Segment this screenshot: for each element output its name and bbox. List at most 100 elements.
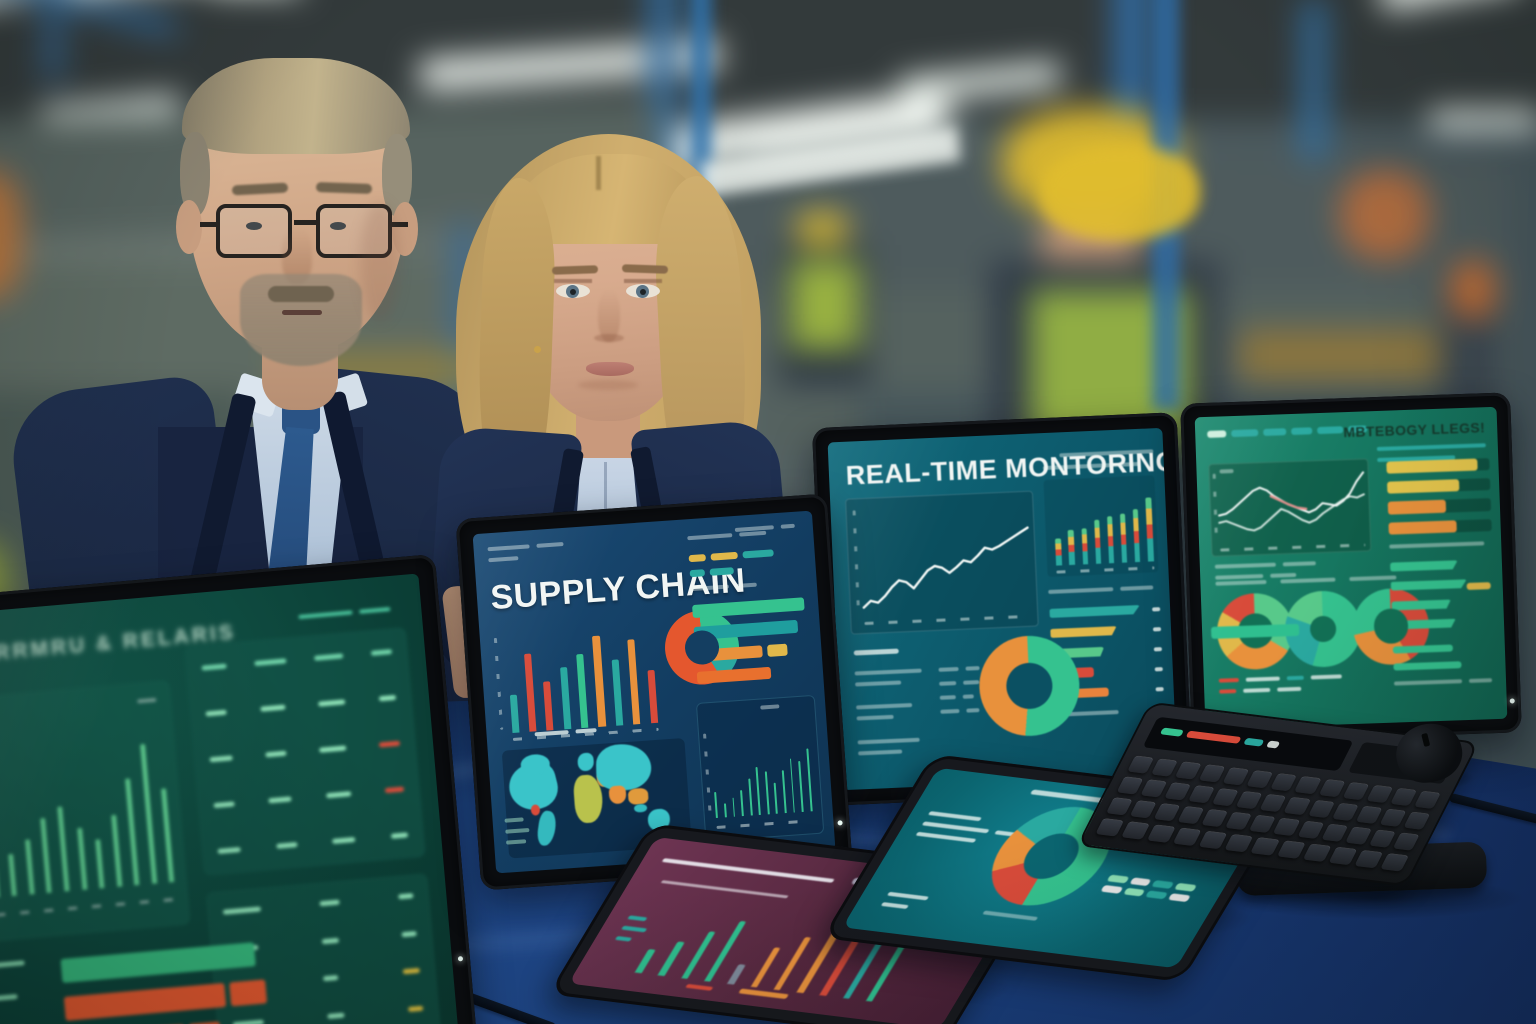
- key: [1105, 797, 1133, 816]
- blob: [325, 791, 352, 799]
- chip: [1207, 430, 1227, 438]
- key: [1354, 849, 1384, 869]
- bar: [161, 787, 175, 883]
- blob: [939, 708, 960, 714]
- bar: [805, 748, 813, 812]
- key: [1389, 787, 1418, 807]
- blob: [359, 607, 391, 615]
- bar: [543, 681, 554, 731]
- blob: [739, 530, 767, 537]
- mouse-scroll-wheel: [1421, 733, 1431, 748]
- hbar: [1388, 519, 1457, 535]
- blob: [857, 737, 921, 745]
- blob: [297, 610, 353, 620]
- key: [1201, 808, 1229, 828]
- bar: [110, 815, 123, 887]
- blob: [1286, 675, 1304, 681]
- hrow: [1388, 518, 1492, 535]
- right-donut-chart-1: [1210, 591, 1300, 671]
- blob: [927, 811, 982, 822]
- orange-blob: [1340, 170, 1430, 260]
- key: [1413, 790, 1441, 810]
- bar: [646, 669, 658, 723]
- chip: [1265, 740, 1280, 749]
- woman-executive: [417, 118, 808, 798]
- blob: [687, 533, 733, 541]
- bar: [747, 778, 753, 816]
- ceiling-light: [1430, 110, 1536, 130]
- blob: [217, 847, 241, 855]
- key: [1177, 806, 1205, 825]
- woman-blouse-seam: [604, 462, 607, 532]
- tablet2-left-text: [915, 811, 1027, 844]
- hrow: [696, 661, 814, 687]
- blob: [209, 755, 233, 763]
- bar: [523, 653, 537, 732]
- tablet-red-chip: [685, 983, 714, 991]
- map-india: [608, 785, 627, 804]
- brow: [1394, 678, 1493, 686]
- chip: [1151, 880, 1175, 889]
- bar: [740, 790, 744, 817]
- sbar: [1081, 528, 1088, 565]
- man-mustache: [268, 286, 334, 302]
- key: [1296, 820, 1325, 840]
- chip: [1316, 426, 1344, 435]
- realtime-stacked-panel: [1043, 475, 1159, 578]
- power-led: [837, 820, 843, 826]
- hval: [1152, 606, 1161, 612]
- realtime-hbar-label: [1048, 585, 1160, 594]
- polyline: [1218, 494, 1364, 531]
- key: [1302, 843, 1332, 863]
- blob: [1277, 686, 1301, 692]
- blob: [854, 680, 902, 687]
- blob: [620, 925, 647, 933]
- brow: [1048, 585, 1160, 594]
- hbar: [1050, 626, 1117, 638]
- brow: [222, 893, 414, 915]
- blob: [487, 543, 531, 551]
- blob: [1389, 541, 1484, 549]
- key: [1094, 818, 1125, 837]
- brow: [1376, 443, 1486, 451]
- key: [1187, 785, 1216, 804]
- supply-topleft-text: [487, 540, 590, 562]
- realtime-line-panel: [845, 490, 1039, 635]
- blob: [268, 796, 292, 804]
- bar: [95, 839, 105, 889]
- brow: [620, 925, 653, 933]
- blob: [921, 821, 990, 834]
- chip: [742, 548, 775, 559]
- key: [1320, 823, 1348, 843]
- brow: [856, 713, 936, 721]
- key: [1250, 837, 1280, 856]
- bar: [592, 635, 606, 727]
- woman-eyelid-right: [624, 279, 662, 283]
- key: [1146, 824, 1176, 844]
- blob: [937, 666, 959, 672]
- seg: [1081, 534, 1088, 544]
- key: [1380, 853, 1410, 872]
- realtime-number-column: [937, 665, 981, 714]
- brow: [0, 959, 46, 970]
- hbar: [692, 597, 805, 619]
- polyline: [861, 528, 1031, 608]
- hrow: [1050, 621, 1162, 642]
- key: [1140, 779, 1168, 798]
- left-monitor-screen: SURRMRU & RELARIS: [0, 573, 464, 1024]
- key: [1164, 782, 1192, 801]
- sbar: [1119, 513, 1128, 563]
- key: [1120, 821, 1151, 840]
- supply-mini-chart-label: [760, 703, 807, 711]
- right-top-bar-chart: [1386, 454, 1492, 539]
- key: [1392, 832, 1420, 851]
- key: [1235, 791, 1263, 810]
- brow: [854, 679, 935, 687]
- key: [1270, 773, 1298, 792]
- blob: [322, 975, 339, 982]
- seg: [1134, 542, 1141, 562]
- hval: [1154, 667, 1163, 672]
- bar: [627, 639, 641, 725]
- key: [1224, 833, 1254, 853]
- blob: [626, 915, 647, 922]
